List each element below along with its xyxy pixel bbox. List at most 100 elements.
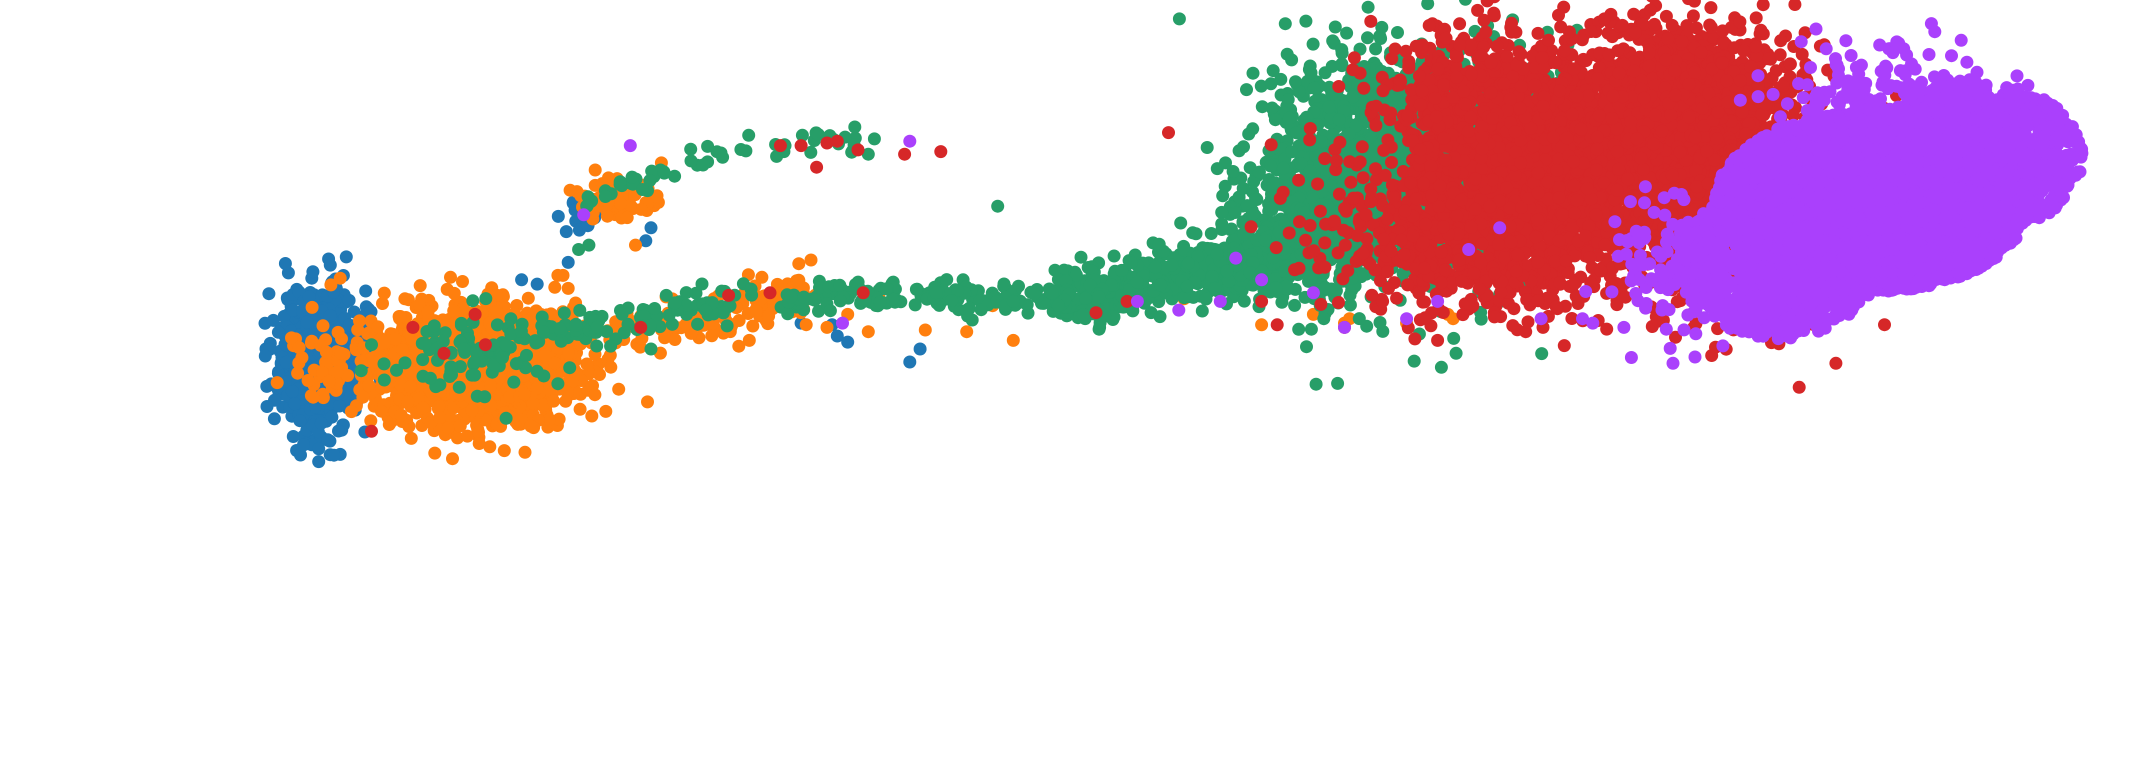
scatter-point bbox=[1434, 360, 1448, 374]
scatter-point bbox=[356, 390, 370, 404]
scatter-point bbox=[401, 395, 415, 409]
scatter-point bbox=[398, 292, 412, 306]
scatter-point bbox=[1407, 354, 1421, 368]
scatter-point bbox=[1281, 93, 1295, 107]
scatter-point bbox=[755, 270, 769, 284]
scatter-point bbox=[288, 397, 302, 411]
scatter-point bbox=[1374, 32, 1388, 45]
scatter-point bbox=[1237, 140, 1250, 154]
scatter-point bbox=[641, 395, 654, 409]
scatter-point bbox=[913, 342, 927, 356]
scatter-point bbox=[323, 258, 337, 272]
scatter-point bbox=[393, 310, 407, 323]
scatter-point bbox=[1200, 141, 1214, 154]
scatter-point bbox=[1280, 47, 1294, 61]
scatter-point bbox=[332, 399, 346, 413]
scatter-point bbox=[918, 323, 932, 337]
scatter-point bbox=[548, 280, 562, 294]
scatter-point bbox=[530, 277, 544, 291]
scatter-point bbox=[1331, 376, 1345, 390]
scatter-point bbox=[799, 318, 813, 332]
scatter-point bbox=[530, 381, 544, 395]
scatter-point bbox=[521, 291, 535, 305]
scatter-point bbox=[1328, 20, 1342, 34]
scatter-point bbox=[600, 209, 614, 223]
scatter-point bbox=[1306, 37, 1320, 51]
scatter-point bbox=[1246, 66, 1260, 80]
scatter-point bbox=[1278, 17, 1292, 31]
scatter-point bbox=[344, 405, 358, 419]
scatter-point bbox=[861, 325, 875, 339]
scatter-point bbox=[339, 250, 353, 264]
scatter-point bbox=[1210, 162, 1224, 176]
scatter-point bbox=[588, 388, 602, 402]
scatter-point bbox=[416, 401, 430, 415]
scatter-point bbox=[1361, 31, 1374, 45]
scatter-point bbox=[1242, 127, 1256, 141]
scatter-point bbox=[446, 452, 459, 466]
points-layer bbox=[258, 0, 2089, 469]
scatter-point bbox=[804, 253, 818, 267]
scatter-point bbox=[1216, 189, 1230, 203]
scatter-point bbox=[453, 419, 467, 433]
scatter-point bbox=[465, 403, 479, 417]
scatter-point bbox=[1447, 331, 1461, 345]
scatter-point bbox=[270, 376, 284, 390]
scatter-point bbox=[324, 278, 338, 292]
scatter-point bbox=[1421, 0, 1435, 11]
scatter-point bbox=[588, 163, 602, 177]
scatter-point bbox=[1535, 347, 1549, 361]
scatter-point bbox=[1449, 346, 1463, 360]
scatter-point bbox=[556, 268, 570, 282]
scatter-point bbox=[428, 446, 442, 460]
scatter-point bbox=[305, 300, 319, 314]
scatter-point bbox=[322, 374, 336, 388]
scatter-point bbox=[334, 346, 348, 360]
scatter-point bbox=[306, 390, 320, 404]
scatter-point bbox=[297, 438, 310, 452]
scatter-point bbox=[1318, 66, 1332, 80]
scatter-point bbox=[377, 286, 391, 300]
scatter-point bbox=[377, 336, 391, 350]
scatter-point bbox=[266, 313, 280, 327]
scatter-point bbox=[1332, 113, 1346, 127]
scatter-point bbox=[359, 284, 373, 298]
scatter-point bbox=[563, 183, 577, 197]
scatter-point bbox=[1361, 0, 1375, 14]
scatter-point bbox=[593, 368, 606, 381]
scatter-point bbox=[327, 448, 341, 462]
scatter-point bbox=[312, 455, 326, 469]
scatter-point bbox=[612, 382, 626, 396]
scatter-point bbox=[1299, 14, 1313, 28]
scatter-point bbox=[258, 349, 272, 363]
scatter-point bbox=[316, 319, 330, 333]
scatter-point bbox=[1458, 0, 1472, 6]
scatter-point bbox=[599, 404, 613, 418]
scatter-point bbox=[762, 309, 776, 323]
scatter-point bbox=[585, 409, 599, 423]
scatter-point bbox=[561, 255, 575, 269]
scatter-point bbox=[278, 257, 292, 270]
scatter-point bbox=[374, 404, 388, 418]
scatter-point bbox=[319, 345, 333, 359]
scatter-point bbox=[279, 355, 293, 369]
scatter-point bbox=[1364, 150, 1378, 164]
scatter-point bbox=[395, 343, 409, 357]
scatter-point bbox=[792, 257, 806, 271]
scatter-point bbox=[559, 225, 573, 239]
scatter-point bbox=[301, 374, 315, 387]
scatter-point bbox=[291, 366, 305, 380]
scatter-point bbox=[472, 425, 485, 439]
scatter-point bbox=[267, 412, 281, 426]
scatter-point bbox=[490, 304, 504, 318]
scatter-point bbox=[1172, 12, 1186, 26]
scatter-point bbox=[1307, 81, 1321, 95]
scatter-point bbox=[404, 431, 418, 445]
scatter-point bbox=[394, 408, 408, 422]
scatter-point bbox=[293, 414, 307, 428]
scatter-point bbox=[629, 238, 642, 252]
scatter-point bbox=[441, 421, 455, 435]
scatter-point bbox=[538, 348, 552, 362]
